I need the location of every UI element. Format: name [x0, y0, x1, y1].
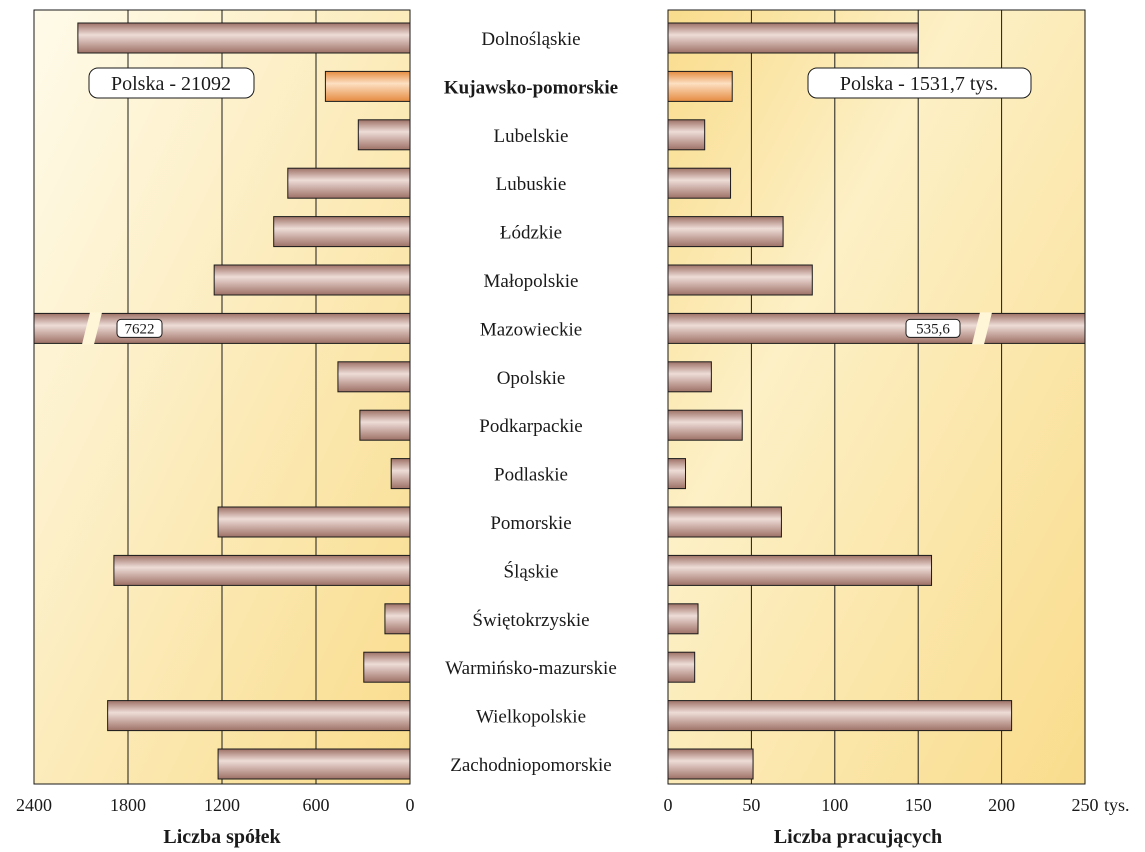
category-label: Lubuskie — [496, 174, 567, 195]
left-bar — [77, 22, 411, 54]
category-label: Kujawsko-pomorskie — [444, 77, 618, 98]
left-tick-label: 1200 — [204, 795, 240, 815]
right-tick-label: 150 — [905, 795, 932, 815]
category-label: Śląskie — [504, 560, 559, 582]
category-labels: Dolnośląskie Kujawsko-pomorskie Lubelskie L… — [444, 29, 618, 776]
right-gridlines — [750, 10, 1003, 784]
right-tick-label: 100 — [821, 795, 848, 815]
left-bar-highlight — [324, 70, 411, 102]
right-plot-area — [667, 9, 1086, 785]
left-bar — [217, 748, 411, 780]
right-bar — [667, 506, 782, 538]
left-bar — [213, 264, 411, 296]
right-total-callout: Polska - 1531,7 tys. — [807, 67, 1032, 99]
left-bar — [217, 506, 411, 538]
right-break-label-box — [905, 318, 961, 338]
category-label: Lubelskie — [494, 126, 569, 147]
left-total-label: Polska - 21092 — [111, 73, 231, 95]
right-bar — [667, 651, 696, 683]
category-label: Opolskie — [497, 368, 566, 389]
right-bars: 535,6 — [667, 22, 1086, 780]
category-label: Pomorskie — [490, 513, 571, 534]
right-bar — [667, 603, 699, 635]
left-tick-label: 0 — [406, 795, 415, 815]
left-axis-title: Liczba spółek — [163, 826, 281, 848]
right-bar-highlight — [667, 70, 733, 102]
right-axis-title: Liczba pracujących — [774, 826, 942, 848]
right-tick-label: 50 — [742, 795, 760, 815]
right-tick-label: 200 — [988, 795, 1015, 815]
right-bar — [667, 554, 933, 586]
category-label: Łódzkie — [500, 223, 562, 244]
category-label: Podlaskie — [494, 465, 568, 486]
left-tick-label: 1800 — [110, 795, 146, 815]
right-bar — [667, 216, 784, 248]
right-bar — [667, 119, 706, 151]
left-bar — [363, 651, 411, 683]
category-label: Małopolskie — [484, 271, 579, 292]
left-bar — [113, 554, 411, 586]
left-panel: 7622 2400 1800 1200 600 0 Polska - 21092 Lic… — [16, 9, 415, 848]
left-tick-label: 600 — [303, 795, 330, 815]
right-axis-unit: tys. — [1104, 795, 1130, 815]
category-label: Podkarpackie — [479, 416, 582, 437]
right-bar — [667, 748, 754, 780]
right-total-label: Polska - 1531,7 tys. — [840, 73, 998, 95]
left-tick-label: 2400 — [16, 795, 52, 815]
left-bar — [384, 603, 411, 635]
category-label: Świętokrzyskie — [472, 609, 589, 631]
right-tick-label: 0 — [664, 795, 673, 815]
category-label: Mazowieckie — [480, 319, 582, 340]
right-tick-labels: 0 50 100 150 200 250 — [664, 795, 1099, 815]
left-bars: 7622 — [33, 22, 411, 780]
left-gridlines — [127, 10, 317, 784]
category-label: Dolnośląskie — [481, 29, 580, 50]
category-label: Zachodniopomorskie — [450, 755, 611, 776]
left-bar — [359, 409, 411, 441]
left-tick-labels: 2400 1800 1200 600 0 — [16, 795, 415, 815]
left-bar — [287, 167, 411, 199]
right-bar-overflow — [667, 312, 1086, 344]
left-bar — [390, 458, 411, 490]
right-bar — [667, 409, 743, 441]
left-total-callout: Polska - 21092 — [88, 67, 255, 99]
left-bar — [107, 700, 411, 732]
right-bar — [667, 22, 919, 54]
right-tick-label: 250 — [1072, 795, 1099, 815]
right-bar — [667, 361, 712, 393]
left-break-label: 7622 — [125, 321, 155, 337]
right-bar-break — [972, 312, 992, 345]
right-break-label: 535,6 — [916, 321, 950, 337]
right-bar — [667, 167, 732, 199]
left-bar — [337, 361, 411, 393]
left-bar — [357, 119, 411, 151]
left-break-label-box — [116, 318, 163, 338]
right-bar — [667, 700, 1013, 732]
category-label: Wielkopolskie — [476, 707, 586, 728]
right-bar — [667, 264, 813, 296]
category-label: Warmińsko-mazurskie — [445, 658, 617, 679]
right-panel: 535,6 0 50 100 150 200 250 tys. Polska - 1531… — [664, 9, 1130, 848]
left-bar-break — [82, 312, 102, 345]
right-bar — [667, 458, 687, 490]
left-bar — [273, 216, 411, 248]
